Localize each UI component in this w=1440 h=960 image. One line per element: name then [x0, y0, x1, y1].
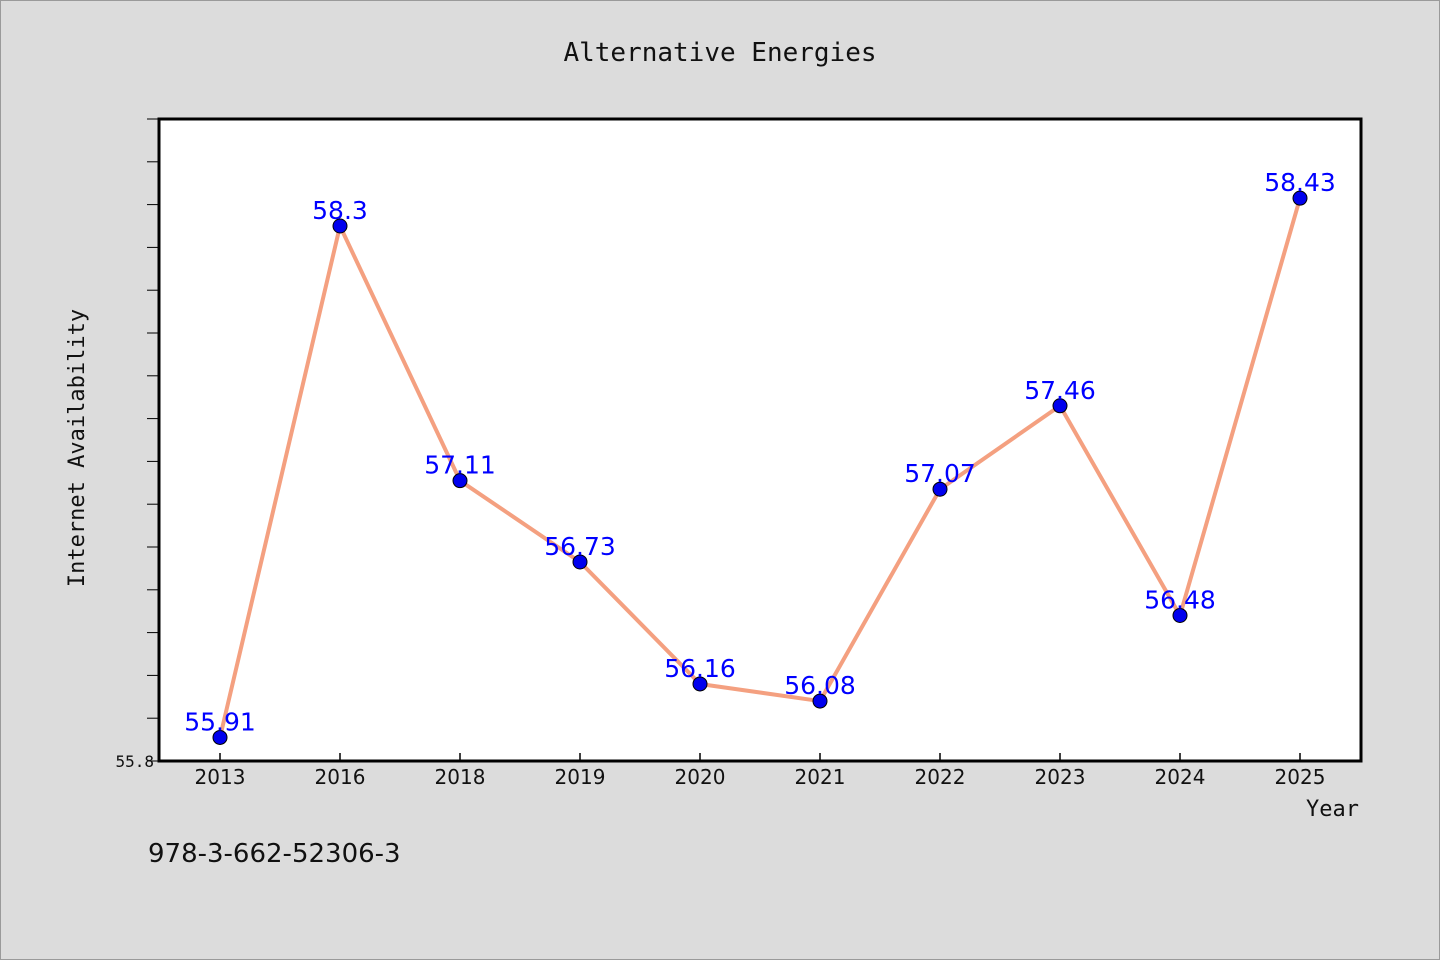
data-point: [1052, 398, 1068, 414]
x-tick-label: 2020: [675, 765, 726, 789]
data-point: [452, 473, 468, 489]
data-label: 56.73: [544, 532, 616, 561]
footer-code: 978-3-662-52306-3: [148, 839, 401, 869]
y-axis-label: Internet Availability: [65, 309, 90, 587]
x-tick-label: 2016: [315, 765, 366, 789]
data-point: [332, 218, 348, 234]
data-label: 58.3: [312, 196, 368, 225]
data-label: 57.07: [904, 459, 976, 488]
data-point: [812, 693, 828, 709]
series-line: [218, 197, 1302, 738]
x-tick-label: 2022: [915, 765, 966, 789]
data-point: [1292, 190, 1308, 206]
y-tick-label-min: 55.8: [115, 752, 154, 771]
x-tick-label: 2021: [795, 765, 846, 789]
data-point: [692, 676, 708, 692]
data-point: [572, 554, 588, 570]
data-label: 55.91: [184, 707, 256, 736]
series-group: 55.91 58.3 57.11 56.73 56.16 56.08 57.07 57.46 5…: [184, 168, 1336, 745]
data-point: [932, 481, 948, 497]
y-axis-ticks: [147, 118, 159, 762]
x-axis-ticks: 2013 2016 2018 2019 2020 2021 2022 2023 2024 2025: [195, 753, 1326, 789]
data-label: 58.43: [1264, 168, 1336, 197]
x-axis-label: Year: [1306, 797, 1359, 822]
x-tick-label: 2019: [555, 765, 606, 789]
x-tick-label: 2025: [1275, 765, 1326, 789]
data-label: 56.16: [664, 654, 736, 683]
data-point: [1172, 607, 1188, 623]
chart-title: Alternative Energies: [563, 38, 876, 68]
data-label: 56.08: [784, 671, 856, 700]
data-point: [212, 729, 228, 745]
data-label: 57.46: [1024, 376, 1096, 405]
x-tick-label: 2013: [195, 765, 246, 789]
x-tick-label: 2024: [1155, 765, 1206, 789]
plot-area: [157, 117, 1363, 763]
data-label: 56.48: [1144, 585, 1216, 614]
data-label: 57.11: [424, 451, 496, 480]
x-tick-label: 2018: [435, 765, 486, 789]
x-tick-label: 2023: [1035, 765, 1086, 789]
